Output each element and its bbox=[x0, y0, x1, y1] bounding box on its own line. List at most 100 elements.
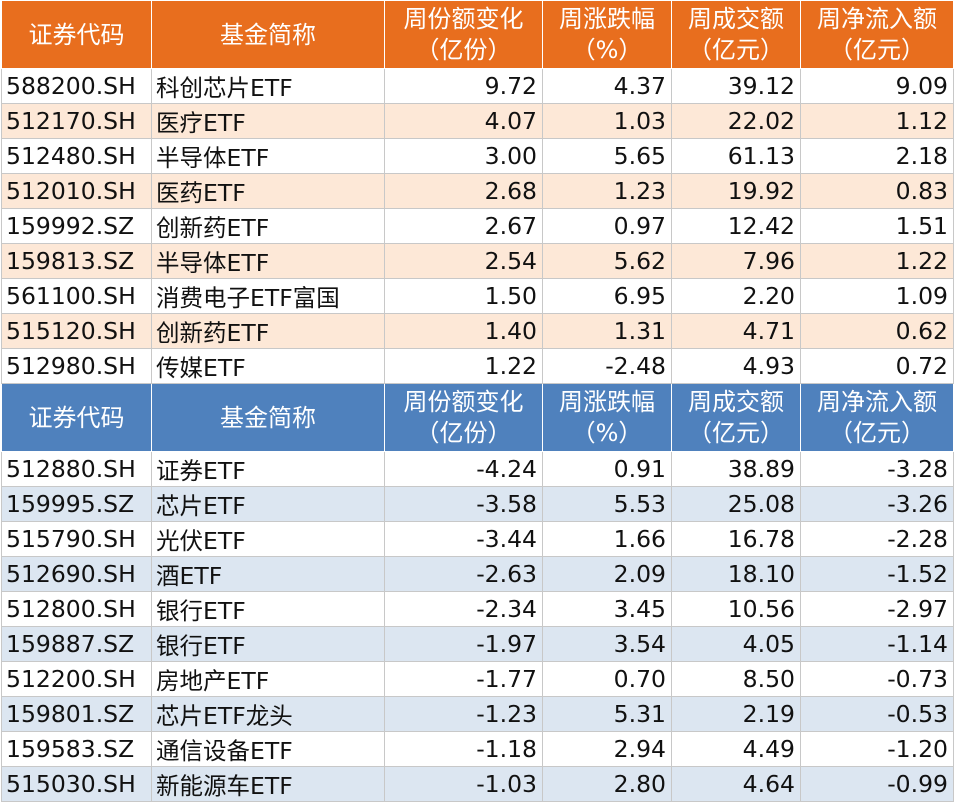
cell-share-change: 1.40 bbox=[384, 313, 543, 349]
cell-code: 159813.SZ bbox=[1, 243, 152, 279]
cell-code: 515790.SH bbox=[1, 521, 152, 557]
cell-name: 科创芯片ETF bbox=[151, 68, 385, 104]
header-pct-change-line2: （%） bbox=[571, 418, 643, 447]
cell-volume: 12.42 bbox=[671, 208, 801, 244]
header-name: 基金简称 bbox=[151, 0, 385, 69]
inflow-section: 证券代码 基金简称 周份额变化 （亿份） 周涨跌幅 （%） 周成交额 （亿元） 周净流… bbox=[1, 0, 954, 384]
cell-code: 512690.SH bbox=[1, 556, 152, 592]
inflow-row: 588200.SH 科创芯片ETF 9.72 4.37 39.12 9.09 bbox=[1, 68, 954, 104]
cell-name: 光伏ETF bbox=[151, 521, 385, 557]
cell-net-inflow: 0.62 bbox=[800, 313, 954, 349]
cell-name: 证券ETF bbox=[151, 451, 385, 487]
cell-name: 芯片ETF龙头 bbox=[151, 696, 385, 732]
inflow-row: 512980.SH 传媒ETF 1.22 -2.48 4.93 0.72 bbox=[1, 348, 954, 384]
cell-code: 159801.SZ bbox=[1, 696, 152, 732]
cell-share-change: 3.00 bbox=[384, 138, 543, 174]
cell-pct-change: 3.54 bbox=[542, 626, 672, 662]
cell-code: 512800.SH bbox=[1, 591, 152, 627]
header-share-change-line2: （亿份） bbox=[415, 418, 512, 447]
inflow-row: 159813.SZ 半导体ETF 2.54 5.62 7.96 1.22 bbox=[1, 243, 954, 279]
cell-share-change: -2.34 bbox=[384, 591, 543, 627]
inflow-row: 512170.SH 医疗ETF 4.07 1.03 22.02 1.12 bbox=[1, 103, 954, 139]
cell-share-change: -3.58 bbox=[384, 486, 543, 522]
cell-volume: 18.10 bbox=[671, 556, 801, 592]
cell-code: 512200.SH bbox=[1, 661, 152, 697]
header-share-change: 周份额变化 （亿份） bbox=[384, 0, 543, 69]
header-net-inflow: 周净流入额 （亿元） bbox=[800, 0, 954, 69]
cell-name: 通信设备ETF bbox=[151, 731, 385, 767]
cell-share-change: -4.24 bbox=[384, 451, 543, 487]
cell-pct-change: 3.45 bbox=[542, 591, 672, 627]
cell-name: 银行ETF bbox=[151, 626, 385, 662]
cell-share-change: -1.97 bbox=[384, 626, 543, 662]
cell-net-inflow: -0.53 bbox=[800, 696, 954, 732]
cell-volume: 39.12 bbox=[671, 68, 801, 104]
header-volume-line2: （亿元） bbox=[688, 418, 784, 447]
cell-net-inflow: 1.09 bbox=[800, 278, 954, 314]
cell-volume: 25.08 bbox=[671, 486, 801, 522]
cell-volume: 7.96 bbox=[671, 243, 801, 279]
cell-volume: 22.02 bbox=[671, 103, 801, 139]
cell-net-inflow: -1.20 bbox=[800, 731, 954, 767]
header-volume: 周成交额 （亿元） bbox=[671, 0, 801, 69]
cell-pct-change: 1.23 bbox=[542, 173, 672, 209]
cell-volume: 8.50 bbox=[671, 661, 801, 697]
cell-pct-change: 4.37 bbox=[542, 68, 672, 104]
cell-name: 房地产ETF bbox=[151, 661, 385, 697]
header-pct-change-line2: （%） bbox=[571, 35, 643, 64]
header-pct-change-line1: 周涨跌幅 bbox=[559, 4, 655, 33]
outflow-row: 512200.SH 房地产ETF -1.77 0.70 8.50 -0.73 bbox=[1, 661, 954, 697]
inflow-row: 512010.SH 医药ETF 2.68 1.23 19.92 0.83 bbox=[1, 173, 954, 209]
header-volume-line1: 周成交额 bbox=[688, 4, 784, 33]
cell-pct-change: 0.97 bbox=[542, 208, 672, 244]
outflow-row: 512800.SH 银行ETF -2.34 3.45 10.56 -2.97 bbox=[1, 591, 954, 627]
cell-pct-change: 1.03 bbox=[542, 103, 672, 139]
cell-volume: 10.56 bbox=[671, 591, 801, 627]
cell-volume: 19.92 bbox=[671, 173, 801, 209]
cell-share-change: -3.44 bbox=[384, 521, 543, 557]
outflow-row: 512880.SH 证券ETF -4.24 0.91 38.89 -3.28 bbox=[1, 451, 954, 487]
cell-name: 酒ETF bbox=[151, 556, 385, 592]
inflow-row: 159992.SZ 创新药ETF 2.67 0.97 12.42 1.51 bbox=[1, 208, 954, 244]
outflow-row: 159995.SZ 芯片ETF -3.58 5.53 25.08 -3.26 bbox=[1, 486, 954, 522]
header-share-change-line2: （亿份） bbox=[415, 35, 512, 64]
cell-name: 银行ETF bbox=[151, 591, 385, 627]
header-code: 证券代码 bbox=[1, 383, 152, 452]
header-pct-change: 周涨跌幅 （%） bbox=[542, 383, 672, 452]
header-code: 证券代码 bbox=[1, 0, 152, 69]
cell-pct-change: 6.95 bbox=[542, 278, 672, 314]
cell-share-change: -1.23 bbox=[384, 696, 543, 732]
cell-pct-change: 5.65 bbox=[542, 138, 672, 174]
cell-volume: 4.05 bbox=[671, 626, 801, 662]
cell-code: 159583.SZ bbox=[1, 731, 152, 767]
cell-name: 消费电子ETF富国 bbox=[151, 278, 385, 314]
cell-volume: 61.13 bbox=[671, 138, 801, 174]
inflow-row: 515120.SH 创新药ETF 1.40 1.31 4.71 0.62 bbox=[1, 313, 954, 349]
outflow-section: 证券代码 基金简称 周份额变化 （亿份） 周涨跌幅 （%） 周成交额 （亿元） 周净流… bbox=[1, 383, 954, 802]
cell-net-inflow: 0.83 bbox=[800, 173, 954, 209]
cell-net-inflow: -0.73 bbox=[800, 661, 954, 697]
cell-net-inflow: 2.18 bbox=[800, 138, 954, 174]
inflow-row: 512480.SH 半导体ETF 3.00 5.65 61.13 2.18 bbox=[1, 138, 954, 174]
cell-pct-change: 5.53 bbox=[542, 486, 672, 522]
cell-name: 芯片ETF bbox=[151, 486, 385, 522]
cell-net-inflow: 9.09 bbox=[800, 68, 954, 104]
cell-pct-change: 2.09 bbox=[542, 556, 672, 592]
cell-volume: 4.49 bbox=[671, 731, 801, 767]
header-volume: 周成交额 （亿元） bbox=[671, 383, 801, 452]
cell-code: 512880.SH bbox=[1, 451, 152, 487]
cell-share-change: -1.03 bbox=[384, 766, 543, 802]
cell-share-change: 2.68 bbox=[384, 173, 543, 209]
outflow-row: 159887.SZ 银行ETF -1.97 3.54 4.05 -1.14 bbox=[1, 626, 954, 662]
cell-net-inflow: 0.72 bbox=[800, 348, 954, 384]
cell-pct-change: 5.31 bbox=[542, 696, 672, 732]
cell-net-inflow: 1.22 bbox=[800, 243, 954, 279]
cell-share-change: 1.50 bbox=[384, 278, 543, 314]
cell-volume: 2.20 bbox=[671, 278, 801, 314]
cell-share-change: 4.07 bbox=[384, 103, 543, 139]
header-pct-change: 周涨跌幅 （%） bbox=[542, 0, 672, 69]
cell-share-change: 2.54 bbox=[384, 243, 543, 279]
cell-name: 半导体ETF bbox=[151, 243, 385, 279]
header-net-inflow: 周净流入额 （亿元） bbox=[800, 383, 954, 452]
